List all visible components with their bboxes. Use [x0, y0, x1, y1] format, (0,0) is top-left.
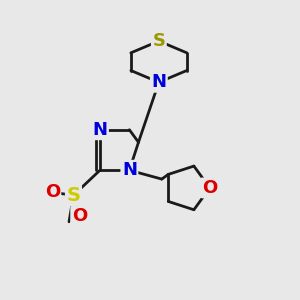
Text: O: O	[72, 208, 87, 226]
Text: N: N	[122, 161, 137, 179]
Text: O: O	[202, 179, 218, 197]
Text: S: S	[152, 32, 165, 50]
Text: N: N	[92, 121, 107, 139]
Text: S: S	[67, 186, 80, 205]
Text: O: O	[45, 183, 60, 201]
Text: N: N	[151, 73, 166, 91]
